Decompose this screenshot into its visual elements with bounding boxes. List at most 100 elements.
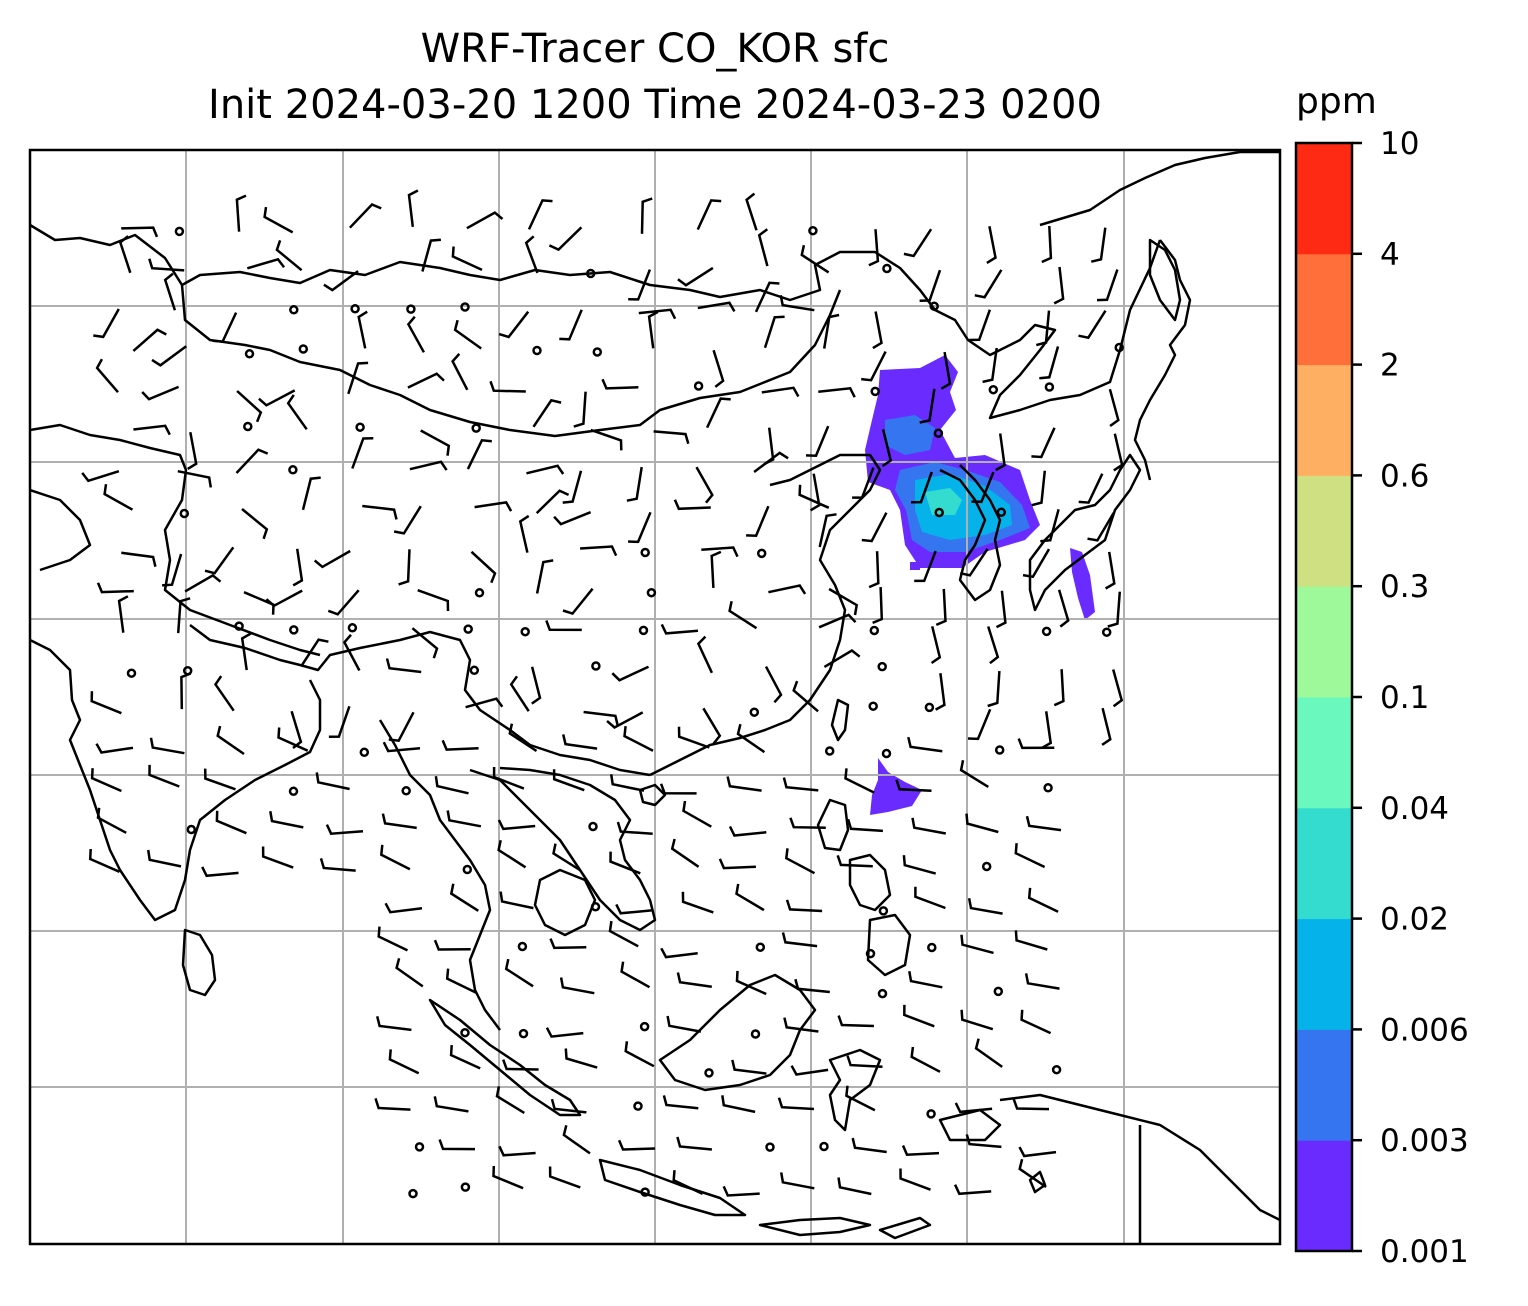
wind-barb <box>1111 669 1124 708</box>
wind-barb <box>702 707 722 745</box>
wind-barb <box>583 710 619 726</box>
wind-barb <box>768 584 807 595</box>
wind-barb <box>141 385 180 401</box>
wind-barb <box>121 226 159 238</box>
calm-wind-marker <box>929 301 939 311</box>
wind-barb <box>377 926 409 952</box>
wind-barb <box>782 777 819 792</box>
wind-barb <box>325 824 364 836</box>
calm-wind-marker <box>1051 1064 1062 1075</box>
wind-barb <box>301 476 321 511</box>
wind-barb <box>379 844 411 871</box>
wind-barb <box>241 508 269 540</box>
calm-wind-marker <box>750 1029 761 1039</box>
calm-wind-marker <box>882 263 892 274</box>
wind-barb <box>794 978 830 994</box>
wind-barb <box>384 902 423 914</box>
wind-barb <box>940 351 952 390</box>
calm-wind-marker <box>869 625 880 636</box>
wind-barb <box>548 1166 581 1189</box>
wind-barb <box>728 825 767 837</box>
wind-barb <box>666 1015 702 1033</box>
calm-wind-marker <box>179 508 190 519</box>
wind-barb <box>623 725 654 752</box>
wind-barb <box>1031 427 1056 459</box>
wind-barb <box>974 1038 1003 1068</box>
colorbar-tick-label: 2 <box>1380 348 1400 384</box>
wind-barb <box>449 883 479 912</box>
wind-barb <box>441 739 479 751</box>
wind-barb <box>615 903 653 915</box>
wind-barb <box>381 813 417 830</box>
wind-barb <box>903 228 933 258</box>
wind-barb <box>735 970 767 996</box>
wind-barb <box>728 600 758 630</box>
wind-barb <box>498 1145 536 1157</box>
calm-wind-marker <box>401 786 411 796</box>
calm-wind-marker <box>460 1182 471 1192</box>
wind-barb <box>88 848 121 873</box>
calm-wind-marker <box>347 623 358 633</box>
wind-barb <box>96 807 127 834</box>
wind-barb <box>177 469 213 488</box>
wind-barb <box>342 633 361 672</box>
wind-barb <box>846 1055 883 1068</box>
calm-wind-marker <box>996 507 1007 518</box>
wind-barb <box>216 725 245 756</box>
wind-barb <box>552 769 585 792</box>
colorbar-tick-label: 0.02 <box>1380 902 1449 938</box>
wind-barb <box>548 226 583 252</box>
wind-barb <box>518 514 530 553</box>
wind-barb <box>553 511 592 526</box>
wind-barb <box>411 627 439 659</box>
wind-barb <box>872 587 884 625</box>
calm-wind-marker <box>520 626 530 637</box>
wind-barb <box>914 886 946 910</box>
calm-wind-marker <box>765 1142 775 1152</box>
calm-wind-marker <box>981 861 992 872</box>
wind-barb <box>1101 707 1112 746</box>
wind-barb <box>117 595 129 633</box>
wind-barb <box>535 489 570 514</box>
calm-wind-marker <box>1043 783 1053 793</box>
wind-barb <box>446 810 482 828</box>
wind-barb <box>118 235 132 274</box>
wind-barb <box>235 194 247 232</box>
colorbar-segment <box>1296 253 1352 366</box>
wind-barb <box>609 774 645 792</box>
wind-barb <box>1022 548 1051 579</box>
wind-barb <box>682 800 712 828</box>
wind-barb <box>162 553 183 587</box>
wind-barb <box>660 947 698 959</box>
wind-barb <box>763 315 785 349</box>
wind-barb <box>1096 269 1119 302</box>
wind-barb <box>746 505 770 537</box>
colorbar-tick-label: 0.04 <box>1380 791 1449 827</box>
wind-barb <box>965 813 999 834</box>
wind-barb <box>745 192 758 231</box>
wind-barb <box>213 675 235 712</box>
wind-barb <box>433 1096 469 1113</box>
colorbar-tick-label: 0.6 <box>1380 458 1429 494</box>
calm-wind-marker <box>877 661 887 672</box>
wind-barb <box>323 270 359 292</box>
colorbar-tick-label: 0.006 <box>1380 1012 1469 1048</box>
wind-barb <box>965 1134 1002 1149</box>
wind-barb <box>562 470 583 504</box>
wind-barb <box>914 550 937 583</box>
calm-wind-marker <box>289 625 299 635</box>
wind-barb <box>535 559 554 594</box>
wind-barb <box>907 736 943 753</box>
wind-barb <box>777 1097 815 1111</box>
wind-barb <box>1027 887 1059 913</box>
wind-barb <box>673 499 711 511</box>
wind-barb <box>465 697 504 709</box>
wind-barb <box>1025 815 1062 832</box>
wind-barb <box>681 891 714 914</box>
wind-barb <box>902 855 937 875</box>
calm-wind-marker <box>749 707 760 717</box>
wind-barb <box>421 238 442 272</box>
wind-barb <box>95 743 134 754</box>
wind-barb <box>498 310 530 339</box>
calm-wind-marker <box>288 786 299 797</box>
